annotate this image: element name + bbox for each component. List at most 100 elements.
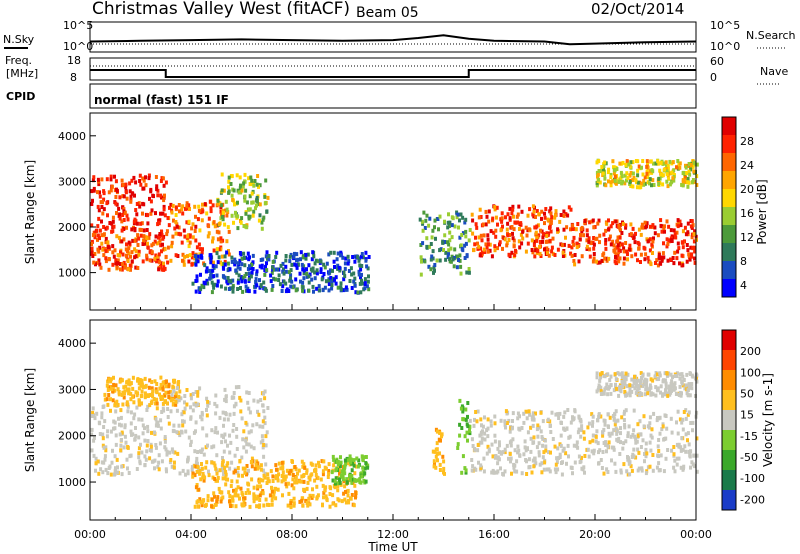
vel-cell [125, 380, 129, 385]
power-cell [592, 252, 596, 256]
vel-cell [601, 433, 605, 438]
vel-cell [154, 445, 158, 450]
power-cell [213, 282, 217, 287]
vel-cell [193, 449, 197, 454]
power-cell [671, 176, 675, 181]
power-cell [676, 159, 680, 163]
power-cell [614, 181, 618, 186]
power-cell [419, 255, 423, 260]
power-cell [682, 170, 686, 175]
power-cell [431, 249, 435, 254]
power-cell [535, 209, 539, 213]
power-cell [154, 211, 157, 216]
vel-cell [567, 454, 570, 459]
vel-cell [100, 460, 104, 465]
vel-cell [601, 450, 605, 454]
power-cell [583, 219, 587, 223]
power-cell [687, 253, 691, 258]
vel-cell [113, 468, 117, 473]
vel-cell [215, 404, 219, 409]
power-cell [346, 261, 350, 266]
power-cell [164, 254, 168, 259]
power-cell [512, 214, 515, 219]
vel-cell [164, 384, 168, 389]
vel-cell [143, 391, 147, 396]
vel-cell [149, 393, 153, 397]
power-cell [623, 181, 627, 186]
power-cell [456, 254, 460, 259]
power-cell [251, 267, 255, 271]
power-cell [221, 217, 225, 222]
power-cell [247, 216, 251, 221]
power-cell [226, 261, 230, 266]
vel-cell [216, 475, 220, 480]
power-cell [427, 223, 431, 228]
vel-cell [591, 420, 595, 425]
vel-cell [247, 482, 251, 487]
vel-cell [119, 415, 123, 420]
power-cell [142, 202, 146, 207]
power-cell [120, 178, 124, 183]
power-cell [126, 259, 130, 263]
vel-cell [200, 410, 204, 415]
vel-cell [620, 380, 624, 384]
power-cell [482, 247, 486, 252]
power-cell [674, 235, 678, 240]
power-cell [645, 221, 649, 226]
vel-cell [628, 387, 632, 392]
vel-cell [680, 372, 684, 377]
vel-cell [648, 383, 652, 388]
power-ytick-label: 2000 [58, 221, 86, 234]
vel-cell [280, 474, 284, 478]
vel-cell [476, 443, 480, 447]
vel-cell [177, 394, 181, 399]
power-cell [220, 172, 224, 177]
vel-cell [492, 470, 496, 475]
power-cell [474, 235, 477, 240]
power-cell [323, 265, 327, 270]
power-cell [636, 180, 640, 185]
cpid-text: normal (fast) 151 IF [94, 93, 229, 107]
power-cell [96, 204, 100, 209]
power-cell [693, 256, 696, 261]
vel-cell [657, 377, 661, 381]
vel-cell [233, 493, 237, 498]
vel-cell [250, 456, 254, 461]
power-cell [236, 280, 240, 285]
power-cell [528, 207, 532, 212]
vel-cell [572, 443, 576, 448]
vel-cell [216, 495, 220, 500]
vel-cell [571, 417, 575, 422]
vel-cell [232, 488, 235, 493]
power-cell [667, 176, 671, 181]
vel-cell [302, 479, 306, 484]
vel-cell [529, 425, 533, 430]
vel-cell [591, 423, 594, 428]
power-cell [656, 263, 660, 268]
vel-cell [128, 454, 132, 459]
power-cell [662, 226, 666, 231]
vel-cell [191, 474, 195, 479]
power-cell [232, 220, 235, 225]
freq-label: Freq. [5, 54, 32, 67]
power-cell [289, 268, 293, 273]
power-cell [133, 193, 136, 198]
power-cell [515, 214, 519, 219]
power-cell [548, 224, 552, 229]
vel-cell [271, 479, 275, 483]
vel-cell [486, 417, 490, 422]
vel-cell [345, 477, 349, 482]
power-cell [301, 288, 304, 293]
vel-cell [348, 474, 352, 478]
vel-cell [295, 480, 299, 485]
power-cell [628, 180, 632, 184]
power-cell [106, 213, 109, 218]
vel-cell [248, 410, 252, 415]
vel-cell [279, 466, 283, 471]
power-cell [209, 206, 213, 211]
vel-cell [262, 443, 266, 447]
power-cell [629, 184, 633, 188]
power-cell [477, 244, 481, 249]
power-cell [618, 226, 622, 231]
power-cell [102, 225, 106, 229]
